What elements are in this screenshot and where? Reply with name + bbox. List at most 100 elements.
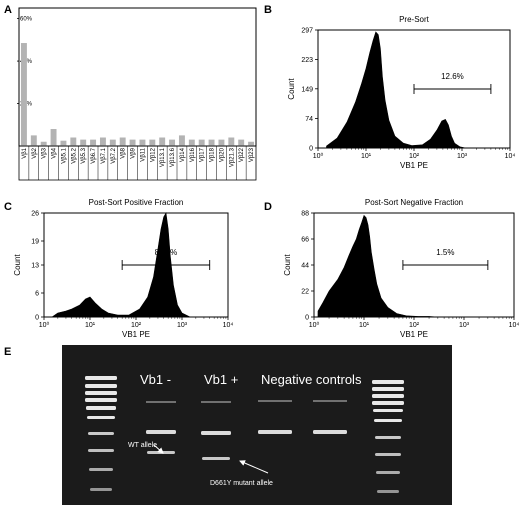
y-tick-label: 60% xyxy=(20,17,33,23)
panel-label-a: A xyxy=(4,4,12,16)
y-tick-label: 19 xyxy=(31,239,39,246)
y-tick-label: 0 xyxy=(35,315,39,322)
category-label: Vβ21.3 xyxy=(229,147,235,167)
category-label: Vβ18 xyxy=(210,147,216,162)
gate-percent-label: 12.6% xyxy=(441,72,464,81)
bar xyxy=(20,43,27,146)
bar xyxy=(30,135,37,146)
category-label: Vβ7.2 xyxy=(111,147,117,163)
panel-label-c: C xyxy=(4,201,12,213)
bar xyxy=(238,139,245,146)
x-tick-label: 10⁰ xyxy=(39,321,50,329)
bar xyxy=(208,139,215,146)
y-tick-label: 66 xyxy=(301,237,309,244)
histogram-area xyxy=(51,212,191,318)
bar xyxy=(149,139,156,146)
histogram-area xyxy=(326,31,466,149)
category-label: Vβ20 xyxy=(219,147,225,162)
bar xyxy=(178,135,185,146)
sample-lane-2 xyxy=(201,401,231,460)
y-tick-label: 13 xyxy=(31,263,39,270)
mutant-allele-arrow xyxy=(239,460,269,474)
sample-lane-4 xyxy=(313,400,347,434)
mutant-allele-label: D661Y mutant allele xyxy=(210,480,273,487)
category-label: Vβ9 xyxy=(131,147,137,158)
x-tick-label: 10⁴ xyxy=(505,153,516,160)
bar xyxy=(70,137,77,146)
ladder-right xyxy=(372,380,404,493)
bar xyxy=(218,139,225,146)
bar xyxy=(99,137,106,146)
sample-lane-3 xyxy=(258,400,292,434)
y-tick-label: 0 xyxy=(305,315,309,322)
category-label: Vβ4 xyxy=(52,147,58,158)
x-tick-label: 10¹ xyxy=(85,322,96,329)
y-tick-label: 88 xyxy=(301,211,309,218)
bar xyxy=(40,141,47,146)
bar xyxy=(198,139,205,146)
bar xyxy=(188,139,195,146)
panel-d-histogram: Post-Sort Negative Fraction 0 22 44 66 88 10⁰ 1… xyxy=(283,198,519,339)
gate-percent-label: 83.5% xyxy=(155,248,178,257)
x-tick-label: 10⁰ xyxy=(313,152,324,160)
x-tick-label: 10² xyxy=(131,322,142,329)
bar xyxy=(139,139,146,146)
x-tick-label: 10³ xyxy=(177,322,188,329)
y-tick-label: 44 xyxy=(301,263,309,270)
histogram-title: Post-Sort Positive Fraction xyxy=(89,198,184,207)
x-axis-label: VB1 PE xyxy=(400,330,428,339)
category-label: Vβ22 xyxy=(239,147,245,162)
x-tick-label: 10⁰ xyxy=(309,321,320,329)
category-label: Vβ14 xyxy=(180,147,186,162)
bar xyxy=(80,139,87,146)
panel-a-bar-chart: 20%40%60%Vβ1Vβ2Vβ3Vβ4Vβ5.1Vβ5.2Vβ5.3Vβ6.… xyxy=(17,7,257,181)
y-tick-label: 26 xyxy=(31,211,39,218)
y-axis-label: Count xyxy=(283,254,292,276)
x-tick-label: 10³ xyxy=(457,153,468,160)
wt-allele-label: WT allele xyxy=(128,442,157,449)
gel-lane-label-vb1-pos: Vb1 + xyxy=(204,372,238,387)
y-tick-label: 223 xyxy=(301,57,313,64)
x-tick-label: 10⁴ xyxy=(223,322,234,329)
category-label: Vβ1 xyxy=(22,147,28,158)
category-label: Vβ5.2 xyxy=(71,147,77,163)
x-tick-label: 10¹ xyxy=(361,153,372,160)
panel-e-gel: Vb1 - Vb1 + Negative controls WT allele … xyxy=(62,345,452,505)
y-tick-label: 297 xyxy=(301,28,313,35)
category-label: Vβ16 xyxy=(190,147,196,162)
x-tick-label: 10¹ xyxy=(359,322,370,329)
gel-background xyxy=(62,345,452,505)
histogram-area xyxy=(317,214,438,318)
category-label: Vβ8 xyxy=(121,147,127,158)
category-label: Vβ5.3 xyxy=(81,147,87,163)
bar xyxy=(248,141,255,146)
category-label: Vβ13.1 xyxy=(160,147,166,167)
panel-b-histogram: Pre-Sort 0 74 149 223 297 10⁰ 10¹ 10² 10³ 10⁴ VB1 P… xyxy=(287,15,515,170)
category-label: Vβ11 xyxy=(140,147,146,161)
x-tick-label: 10³ xyxy=(459,322,470,329)
category-label: Vβ2 xyxy=(32,147,38,158)
bar xyxy=(109,139,116,146)
bar xyxy=(169,139,176,146)
category-label: Vβ13.6 xyxy=(170,147,176,167)
category-label: Vβ3 xyxy=(42,147,48,158)
x-tick-label: 10⁴ xyxy=(509,322,520,329)
x-tick-label: 10² xyxy=(409,153,420,160)
panel-label-d: D xyxy=(264,201,272,213)
ladder-left xyxy=(85,376,117,491)
bar xyxy=(119,137,126,146)
x-tick-label: 10² xyxy=(409,322,420,329)
x-axis-label: VB1 PE xyxy=(122,330,150,339)
bar xyxy=(159,137,166,146)
bar xyxy=(228,137,235,146)
category-label: Vβ5.1 xyxy=(61,147,67,163)
panel-label-b: B xyxy=(264,4,272,16)
y-tick-label: 6 xyxy=(35,291,39,298)
y-tick-label: 0 xyxy=(309,146,313,153)
y-axis-label: Count xyxy=(13,254,22,276)
bar xyxy=(60,140,67,146)
bar xyxy=(50,129,57,146)
gel-lane-label-vb1-neg: Vb1 - xyxy=(140,372,171,387)
gel-lane-label-negative-controls: Negative controls xyxy=(261,372,362,387)
